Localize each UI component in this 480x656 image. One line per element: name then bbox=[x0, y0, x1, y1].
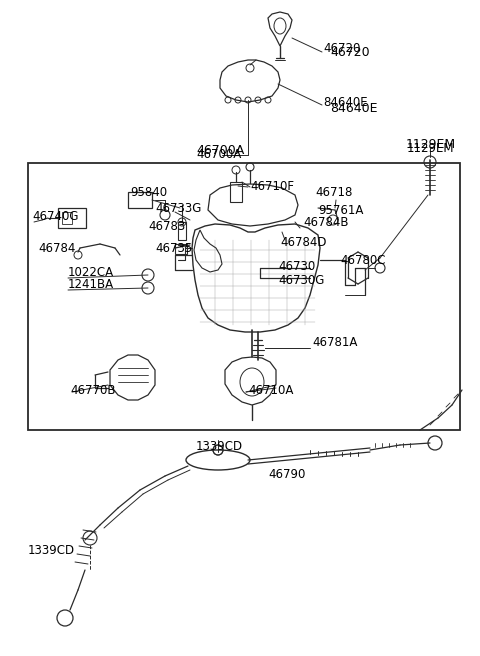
Text: 46784B: 46784B bbox=[303, 216, 348, 228]
Text: 95840: 95840 bbox=[130, 186, 167, 199]
Bar bbox=[178, 222, 186, 240]
Text: 46784D: 46784D bbox=[280, 236, 326, 249]
Bar bbox=[230, 182, 242, 202]
Text: 46710F: 46710F bbox=[250, 180, 294, 192]
Bar bbox=[28, 163, 460, 430]
Text: 46735: 46735 bbox=[155, 241, 192, 255]
Text: 46730G: 46730G bbox=[278, 274, 324, 287]
Text: 84640E: 84640E bbox=[330, 102, 377, 115]
Bar bbox=[58, 208, 86, 228]
Text: 46784: 46784 bbox=[38, 241, 75, 255]
Text: 46740G: 46740G bbox=[32, 209, 79, 222]
Text: 1022CA: 1022CA bbox=[68, 266, 114, 279]
Text: 46700A: 46700A bbox=[196, 144, 244, 157]
Text: 46710A: 46710A bbox=[248, 384, 293, 396]
Bar bbox=[128, 192, 152, 208]
Bar bbox=[62, 212, 72, 224]
Text: 1339CD: 1339CD bbox=[196, 440, 243, 453]
Bar bbox=[175, 244, 187, 254]
Text: 46720: 46720 bbox=[330, 45, 370, 58]
Text: 46720: 46720 bbox=[323, 43, 360, 56]
Text: 46730: 46730 bbox=[278, 260, 315, 274]
Text: 84640E: 84640E bbox=[323, 96, 368, 108]
Text: 46780C: 46780C bbox=[340, 253, 385, 266]
Text: 46790: 46790 bbox=[268, 468, 305, 482]
Text: 46733G: 46733G bbox=[155, 201, 202, 215]
Text: 46718: 46718 bbox=[315, 186, 352, 199]
Text: 46700A: 46700A bbox=[196, 148, 241, 161]
Text: 1241BA: 1241BA bbox=[68, 279, 114, 291]
Text: 1339CD: 1339CD bbox=[28, 544, 75, 558]
Text: 1129EM: 1129EM bbox=[407, 142, 455, 155]
Text: 46783: 46783 bbox=[148, 220, 185, 234]
Text: 46770B: 46770B bbox=[70, 384, 116, 396]
Text: 95761A: 95761A bbox=[318, 203, 363, 216]
Text: 46781A: 46781A bbox=[312, 335, 358, 348]
Text: 1129EM: 1129EM bbox=[406, 138, 456, 152]
